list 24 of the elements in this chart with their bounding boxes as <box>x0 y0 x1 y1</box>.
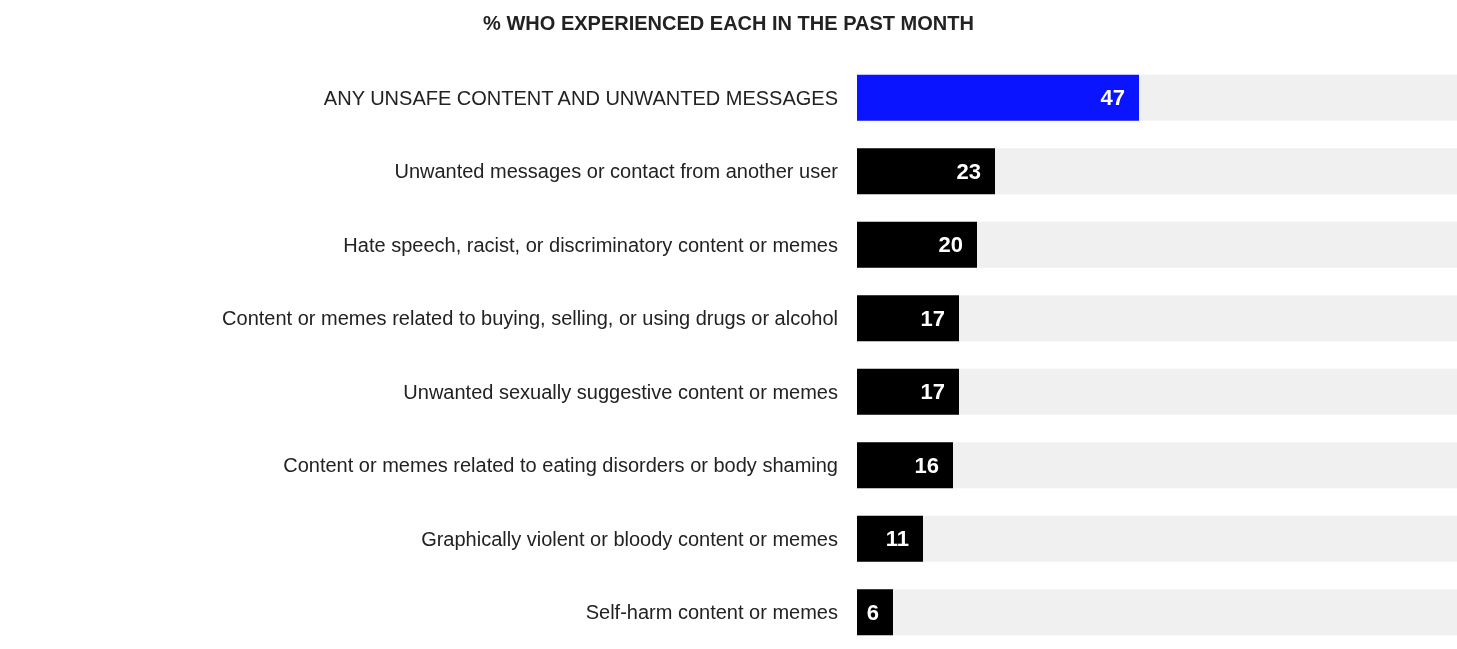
y-tick-label: Graphically violent or bloody content or memes <box>421 527 838 550</box>
data-label: 6 <box>866 599 879 625</box>
bar <box>857 295 959 342</box>
y-tick-label: ANY UNSAFE CONTENT AND UNWANTED MESSAGES <box>323 86 838 109</box>
data-label: 11 <box>885 526 909 552</box>
y-tick-label: Unwanted sexually suggestive content or memes <box>403 380 838 403</box>
chart-title: % WHO EXPERIENCED EACH IN THE PAST MONTH <box>483 12 974 34</box>
bar <box>857 589 893 636</box>
data-label: 17 <box>920 379 945 405</box>
y-tick-label: Self-harm content or memes <box>585 601 838 624</box>
y-tick-label: Content or memes related to buying, selling, or using drugs or alcohol <box>222 307 838 330</box>
data-label: 47 <box>1100 85 1125 111</box>
y-tick-label: Content or memes related to eating disorders or body shaming <box>283 454 838 477</box>
data-label: 20 <box>938 232 963 258</box>
data-label: 16 <box>914 452 939 478</box>
bar <box>857 221 977 268</box>
data-label: 17 <box>920 305 945 331</box>
bar <box>857 515 923 562</box>
bar <box>857 442 953 489</box>
y-tick-label: Hate speech, racist, or discriminatory content or memes <box>343 233 838 256</box>
y-tick-label: Unwanted messages or contact from another user <box>394 160 839 183</box>
data-label: 23 <box>956 158 981 184</box>
bar <box>857 148 995 195</box>
bar <box>857 368 959 415</box>
